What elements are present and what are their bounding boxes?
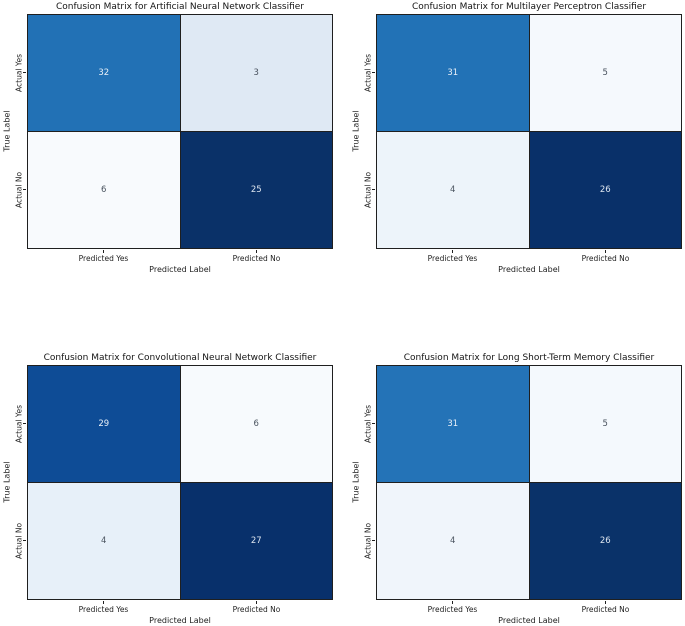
subplot-convolutional-neural-network: Confusion Matrix for Convolutional Neura… (0, 351, 342, 626)
confusion-matrix-heatmap: 31 5 4 26 (376, 365, 682, 600)
heatmap-cell-true-positive: 31 (377, 366, 529, 482)
x-tick-mark (452, 601, 453, 604)
x-tick-mark (256, 601, 257, 604)
y-tick-label-actual-no: Actual No (363, 171, 373, 209)
heatmap-cell-true-positive: 31 (377, 15, 529, 131)
y-tick-mark (23, 423, 26, 424)
y-tick-mark (372, 72, 375, 73)
subplot-artificial-neural-network: Confusion Matrix for Artificial Neural N… (0, 0, 342, 276)
cell-value: 5 (602, 419, 608, 429)
y-tick-label-actual-yes: Actual Yes (14, 405, 24, 443)
y-tick-mark (372, 540, 375, 541)
y-tick-mark (23, 189, 26, 190)
y-axis-label: True Label (351, 461, 361, 503)
chart-title: Confusion Matrix for Artificial Neural N… (55, 2, 304, 12)
heatmap-cell-true-positive: 32 (28, 15, 180, 131)
chart-title: Confusion Matrix for Convolutional Neura… (43, 353, 317, 363)
cell-value: 6 (253, 419, 259, 429)
heatmap-cell-true-positive: 29 (28, 366, 180, 482)
x-tick-label-predicted-yes: Predicted Yes (427, 254, 478, 263)
chart-title: Confusion Matrix for Long Short-Term Mem… (403, 353, 655, 363)
y-axis-label: True Label (2, 110, 12, 152)
y-tick-label-actual-no: Actual No (363, 522, 373, 560)
cell-value: 5 (602, 68, 608, 78)
heatmap-cell-false-negative: 5 (529, 15, 681, 131)
x-tick-label-predicted-yes: Predicted Yes (78, 605, 129, 614)
x-tick-mark (605, 250, 606, 253)
subplot-multilayer-perceptron: Confusion Matrix for Multilayer Perceptr… (349, 0, 685, 276)
confusion-matrix-heatmap: 29 6 4 27 (27, 365, 333, 600)
y-tick-mark (23, 72, 26, 73)
confusion-matrix-heatmap: 31 5 4 26 (376, 14, 682, 249)
cell-value: 4 (450, 536, 456, 546)
x-tick-mark (452, 250, 453, 253)
heatmap-cell-false-positive: 4 (377, 483, 529, 599)
chart-title: Confusion Matrix for Multilayer Perceptr… (411, 2, 647, 12)
cell-value: 3 (253, 68, 259, 78)
heatmap-cell-false-negative: 5 (529, 366, 681, 482)
x-tick-mark (103, 250, 104, 253)
cell-value: 4 (101, 536, 107, 546)
heatmap-cell-false-positive: 4 (28, 483, 180, 599)
heatmap-cell-true-negative: 26 (529, 483, 681, 599)
x-tick-label-predicted-yes: Predicted Yes (427, 605, 478, 614)
y-tick-label-actual-no: Actual No (14, 171, 24, 209)
cell-value: 25 (250, 185, 262, 195)
heatmap-cell-false-negative: 3 (180, 15, 332, 131)
heatmap-cell-false-positive: 6 (28, 132, 180, 248)
y-axis-label: True Label (2, 461, 12, 503)
y-axis-label: True Label (351, 110, 361, 152)
heatmap-cell-false-positive: 4 (377, 132, 529, 248)
x-tick-mark (103, 601, 104, 604)
x-axis-label: Predicted Label (149, 265, 211, 274)
y-tick-label-actual-yes: Actual Yes (363, 54, 373, 92)
cell-value: 31 (447, 419, 459, 429)
cell-value: 4 (450, 185, 456, 195)
cell-value: 32 (98, 68, 110, 78)
x-tick-label-predicted-no: Predicted No (581, 254, 630, 263)
y-tick-label-actual-yes: Actual Yes (14, 54, 24, 92)
confusion-matrix-heatmap: 32 3 6 25 (27, 14, 333, 249)
x-axis-label: Predicted Label (149, 616, 211, 625)
x-tick-label-predicted-yes: Predicted Yes (78, 254, 129, 263)
y-tick-mark (23, 540, 26, 541)
cell-value: 29 (98, 419, 110, 429)
y-tick-mark (372, 189, 375, 190)
x-tick-mark (256, 250, 257, 253)
cell-value: 26 (599, 536, 611, 546)
x-tick-mark (605, 601, 606, 604)
x-tick-label-predicted-no: Predicted No (232, 254, 281, 263)
heatmap-cell-false-negative: 6 (180, 366, 332, 482)
cell-value: 6 (101, 185, 107, 195)
heatmap-cell-true-negative: 27 (180, 483, 332, 599)
x-tick-label-predicted-no: Predicted No (232, 605, 281, 614)
y-tick-mark (372, 423, 375, 424)
heatmap-cell-true-negative: 26 (529, 132, 681, 248)
x-axis-label: Predicted Label (498, 616, 560, 625)
y-tick-label-actual-no: Actual No (14, 522, 24, 560)
x-axis-label: Predicted Label (498, 265, 560, 274)
cell-value: 26 (599, 185, 611, 195)
cell-value: 31 (447, 68, 459, 78)
heatmap-cell-true-negative: 25 (180, 132, 332, 248)
subplot-long-short-term-memory: Confusion Matrix for Long Short-Term Mem… (349, 351, 685, 626)
cell-value: 27 (250, 536, 262, 546)
x-tick-label-predicted-no: Predicted No (581, 605, 630, 614)
y-tick-label-actual-yes: Actual Yes (363, 405, 373, 443)
